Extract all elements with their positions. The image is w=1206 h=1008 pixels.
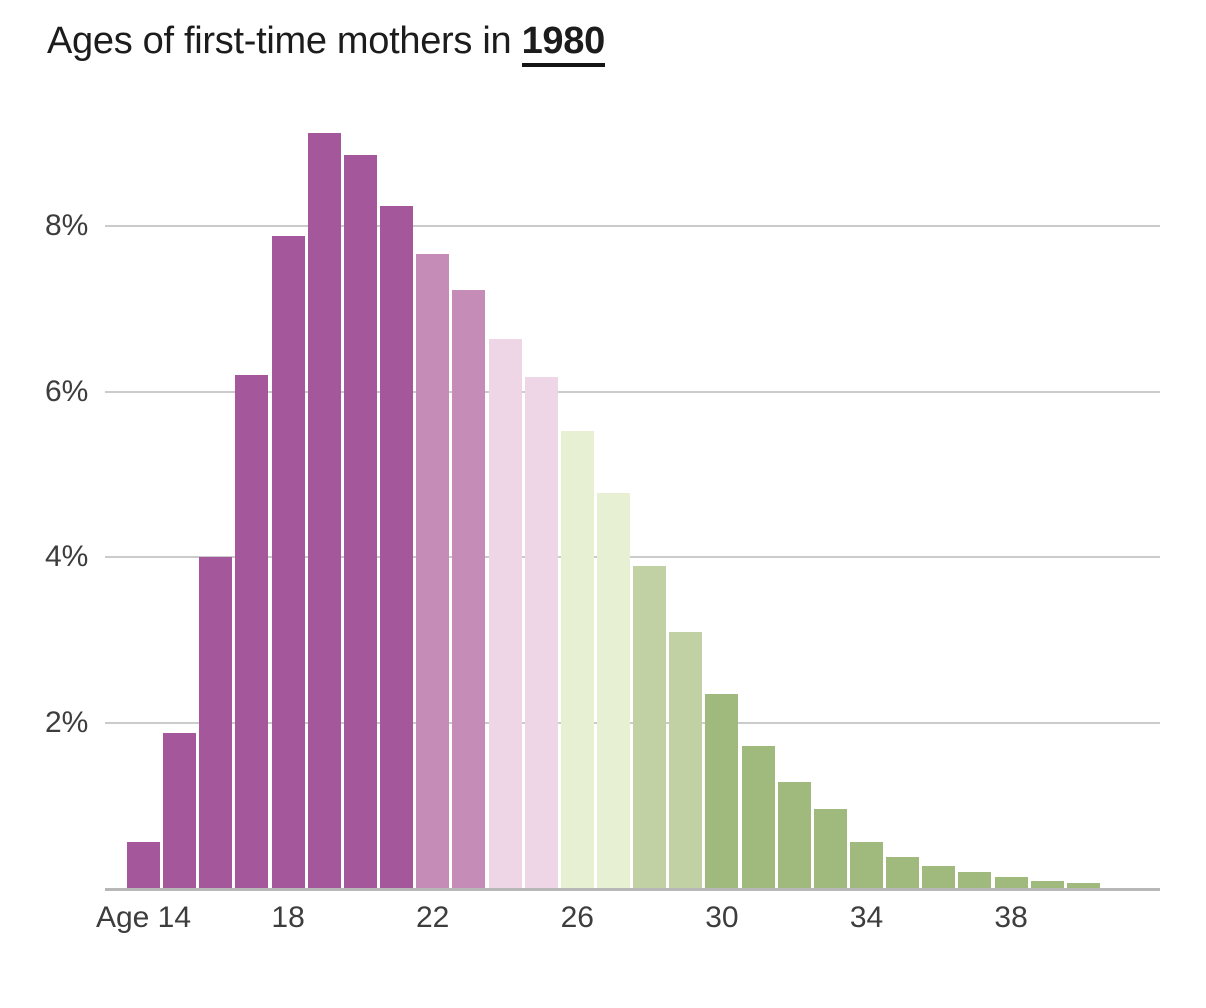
bar-age-39 bbox=[1030, 880, 1064, 889]
bar-age-14 bbox=[127, 841, 160, 889]
gridline-8pct bbox=[105, 224, 1160, 227]
chart-title: Ages of first-time mothers in 1980 bbox=[47, 20, 605, 67]
y-axis-label-2pct: 2% bbox=[45, 706, 89, 740]
bar-age-35 bbox=[886, 856, 920, 889]
bar-age-38 bbox=[994, 877, 1028, 889]
bar-age-36 bbox=[922, 865, 956, 889]
bar-age-29 bbox=[669, 632, 703, 889]
bar-age-32 bbox=[777, 782, 811, 889]
chart-title-year: 1980 bbox=[521, 20, 605, 67]
bar-age-30 bbox=[705, 694, 739, 889]
bar-age-23 bbox=[452, 290, 486, 889]
bar-age-26 bbox=[560, 430, 594, 889]
x-axis-label-26: 26 bbox=[560, 901, 594, 934]
x-axis-label-18: 18 bbox=[271, 901, 305, 934]
x-axis-label-38: 38 bbox=[994, 901, 1028, 934]
bar-age-40 bbox=[1066, 883, 1100, 889]
x-axis-label-22: 22 bbox=[416, 901, 450, 934]
bar-age-22 bbox=[416, 253, 450, 889]
bar-age-16 bbox=[199, 557, 233, 889]
x-axis-label-14: Age 14 bbox=[95, 901, 192, 934]
bar-age-24 bbox=[488, 338, 522, 889]
bar-age-15 bbox=[163, 733, 197, 889]
bar-age-25 bbox=[524, 376, 558, 889]
bar-age-33 bbox=[813, 809, 847, 889]
x-axis-label-30: 30 bbox=[705, 901, 739, 934]
gridline-6pct bbox=[105, 390, 1160, 393]
gridline-4pct bbox=[105, 556, 1160, 559]
bar-age-31 bbox=[741, 745, 775, 889]
bar-age-19 bbox=[307, 132, 341, 889]
y-axis-label-4pct: 4% bbox=[45, 540, 89, 574]
gridline-2pct bbox=[105, 722, 1160, 725]
chart-title-prefix: Ages of first-time mothers in bbox=[47, 20, 522, 62]
x-axis-line bbox=[105, 888, 1160, 891]
y-axis-label-8pct: 8% bbox=[45, 208, 89, 242]
bar-age-28 bbox=[633, 565, 667, 889]
bar-age-34 bbox=[850, 841, 883, 889]
bar-age-18 bbox=[271, 235, 305, 889]
bar-age-21 bbox=[380, 205, 414, 889]
x-axis-label-34: 34 bbox=[849, 901, 884, 934]
bar-age-37 bbox=[958, 872, 992, 889]
bar-age-27 bbox=[596, 492, 630, 889]
y-axis-label-6pct: 6% bbox=[45, 374, 89, 408]
bar-age-17 bbox=[235, 375, 269, 889]
bar-age-20 bbox=[343, 154, 377, 889]
